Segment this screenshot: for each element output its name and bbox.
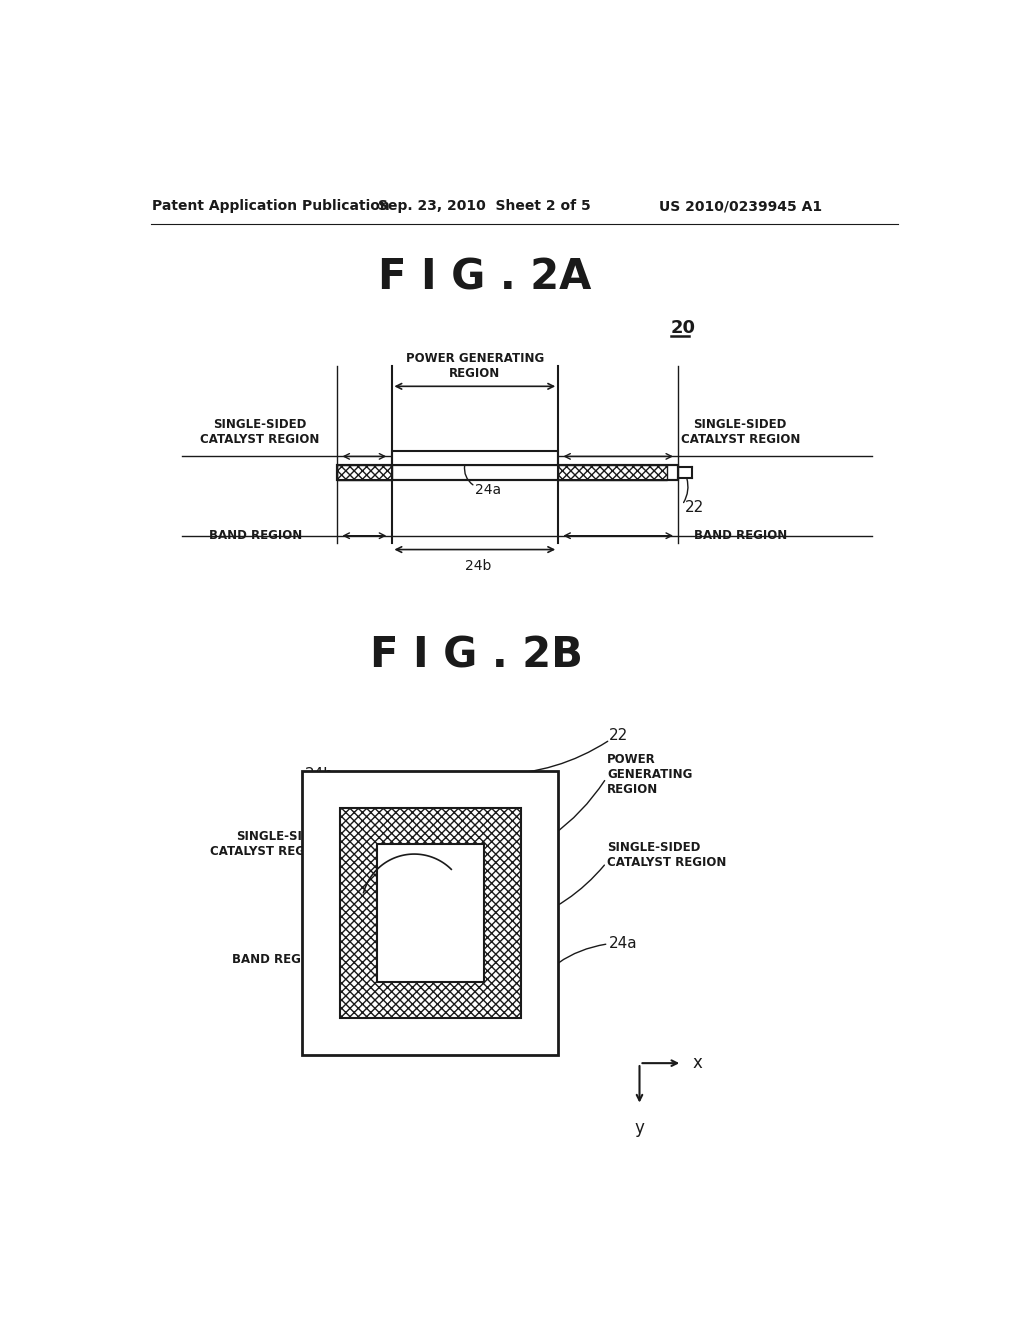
Bar [377,845,483,982]
Text: POWER GENERATING
REGION: POWER GENERATING REGION [406,352,544,380]
Bar [337,465,678,480]
Text: y: y [635,1118,644,1137]
Bar [337,465,391,480]
Text: Patent Application Publication: Patent Application Publication [153,199,390,213]
Bar [337,465,391,480]
Text: 24b: 24b [304,767,334,781]
Text: SINGLE-SIDED
CATALYST REGION: SINGLE-SIDED CATALYST REGION [607,841,726,870]
Text: 24a: 24a [608,936,637,952]
Bar [337,465,678,480]
Text: BAND REGION: BAND REGION [209,529,302,543]
Text: x: x [692,1055,702,1072]
Text: 22: 22 [608,729,628,743]
Text: 24b: 24b [466,558,492,573]
Bar [340,808,521,1019]
Text: POWER
GENERATING
REGION: POWER GENERATING REGION [607,752,692,796]
Text: 22: 22 [684,500,703,515]
Text: SINGLE-SIDED
CATALYST REGION: SINGLE-SIDED CATALYST REGION [681,417,800,446]
Text: F I G . 2A: F I G . 2A [378,257,591,298]
Text: 24a: 24a [475,483,502,496]
Text: BAND REGION: BAND REGION [232,953,326,966]
Bar [558,465,667,480]
Text: BAND REGION: BAND REGION [693,529,786,543]
Bar [558,465,667,480]
Bar [302,771,558,1056]
Text: SINGLE-SIDED
CATALYST REGION: SINGLE-SIDED CATALYST REGION [200,417,319,446]
Bar [391,451,558,465]
Text: Sep. 23, 2010  Sheet 2 of 5: Sep. 23, 2010 Sheet 2 of 5 [378,199,591,213]
Text: SINGLE-SIDED
CATALYST REGION: SINGLE-SIDED CATALYST REGION [210,830,330,858]
Text: US 2010/0239945 A1: US 2010/0239945 A1 [658,199,822,213]
Text: 20: 20 [671,319,695,337]
Text: F I G . 2B: F I G . 2B [371,634,584,676]
